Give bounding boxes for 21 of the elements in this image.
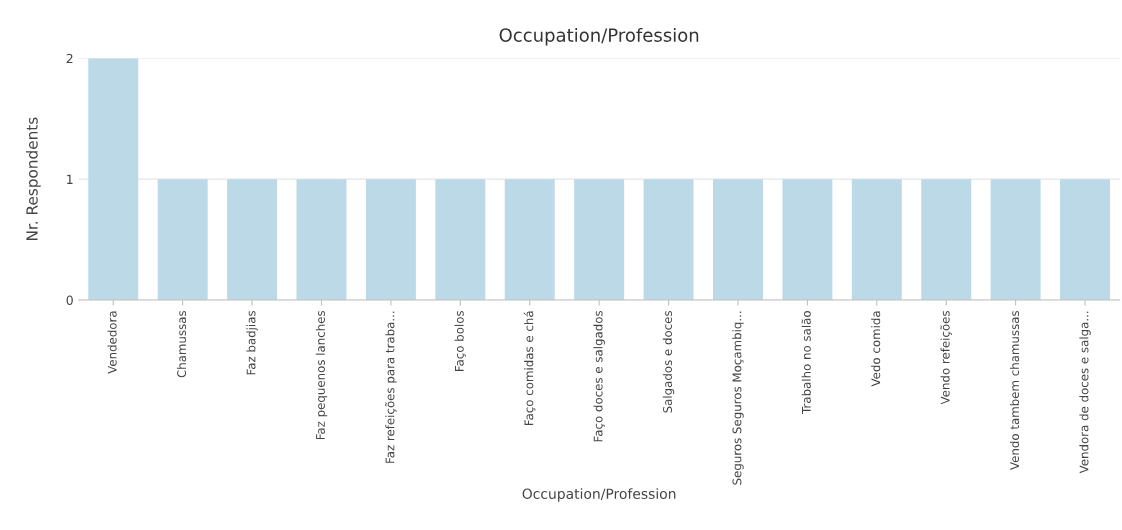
x-axis-title: Occupation/Profession xyxy=(522,488,676,502)
x-tick-label: Vendo tambem chamussas xyxy=(1009,310,1020,470)
x-tick-label: Faz badjias xyxy=(246,310,258,375)
x-tick-label: Faz pequenos lanches xyxy=(315,310,328,440)
x-tick-label: Seguros Seguros Moçambiq... xyxy=(732,311,744,485)
x-tick-label: Chamussas xyxy=(176,310,187,378)
x-tick-label: Faço comidas e chá xyxy=(523,311,536,425)
y-tick-label: 1 xyxy=(67,174,73,184)
x-tick-label: Faço bolos xyxy=(454,310,466,372)
x-tick-label: Vendo refeições xyxy=(940,310,952,405)
chart-title: Occupation/Profession xyxy=(499,27,699,46)
y-tick-label: 0 xyxy=(66,295,73,305)
x-tick-label: Vendora de doces e salga... xyxy=(1079,311,1091,474)
x-tick-label: Faz refeições para traba... xyxy=(385,311,397,463)
y-tick-label: 2 xyxy=(66,53,73,64)
x-tick-label: Faço doces e salgados xyxy=(593,310,605,442)
x-tick-label: Vendedora xyxy=(107,311,117,374)
x-tick-label: Salgados e doces xyxy=(662,310,675,413)
x-tick-label: Trabalho no salão xyxy=(801,311,811,415)
x-tick-label: Vedo comida xyxy=(871,311,881,387)
y-axis-title: Nr. Respondents xyxy=(25,117,41,241)
